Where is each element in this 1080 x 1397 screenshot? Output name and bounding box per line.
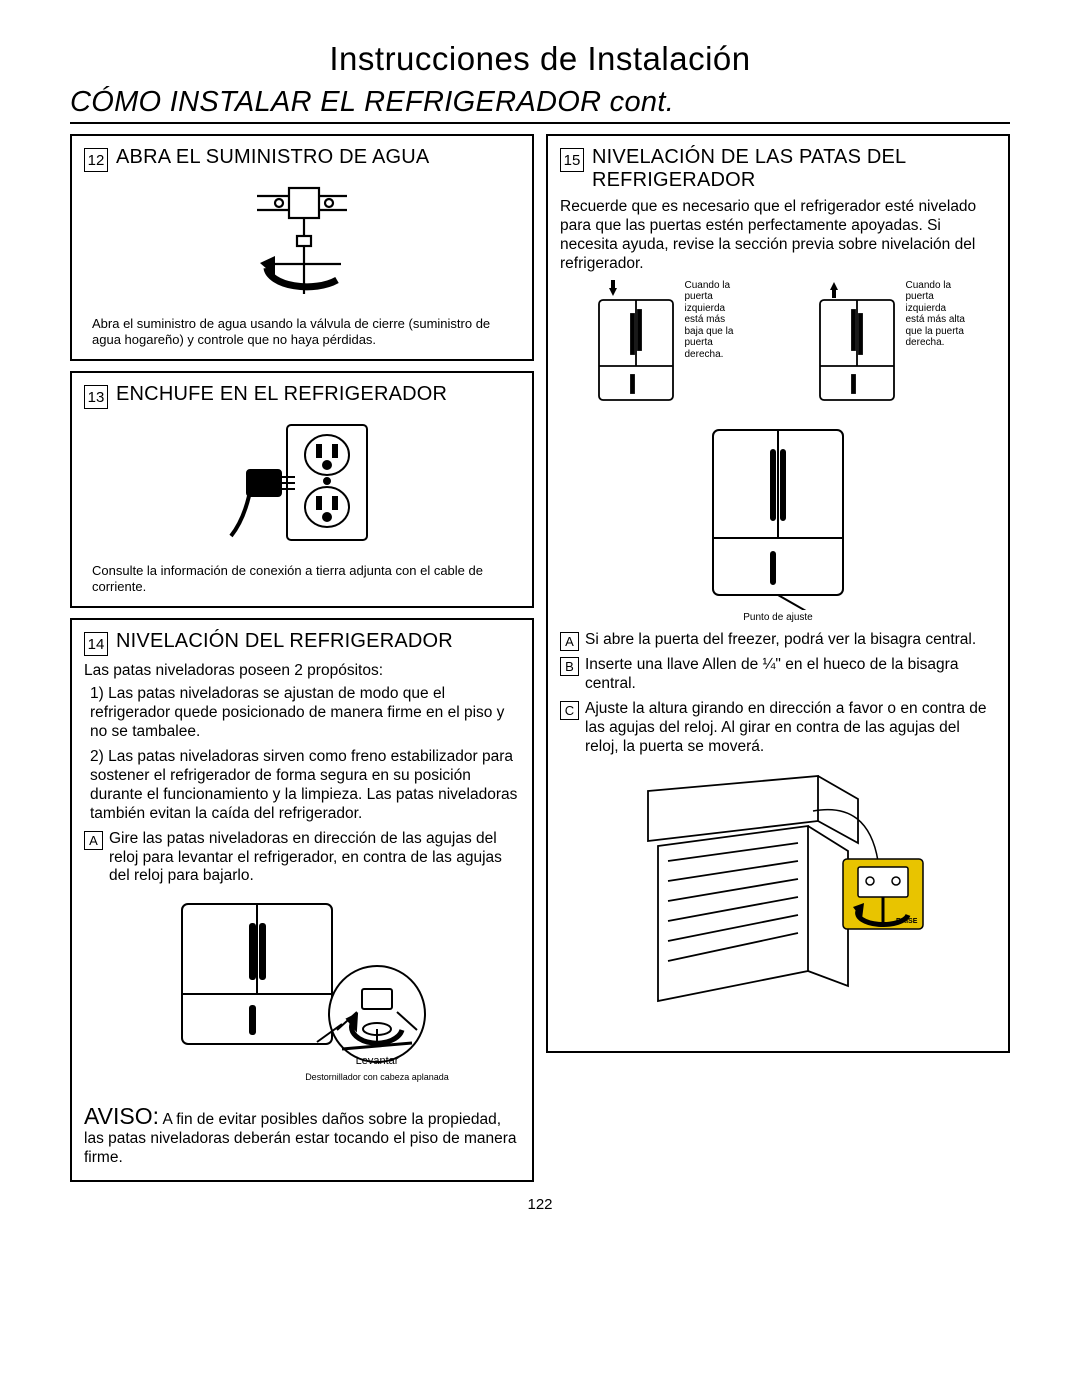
page-title: Instrucciones de Instalación <box>70 40 1010 78</box>
caption-left-high: Cuando la puerta izquierda está más alta… <box>906 280 966 349</box>
step-14-title: NIVELACIÓN DEL REFRIGERADOR <box>116 630 453 653</box>
step-14-intro: Las patas niveladoras poseen 2 propósito… <box>84 662 520 681</box>
punto-ajuste-label: Punto de ajuste <box>743 612 813 624</box>
step-14-item2: 2) Las patas niveladoras sirven como fre… <box>84 748 520 824</box>
step-12-title: ABRA EL SUMINISTRO DE AGUA <box>116 146 429 169</box>
step-15-title: NIVELACIÓN DE LAS PATAS DEL REFRIGERADOR <box>592 146 996 192</box>
step-13-number: 13 <box>84 385 108 409</box>
step-12-box: 12 ABRA EL SUMINISTRO DE AGUA <box>70 134 534 361</box>
step-13-box: 13 ENCHUFE EN EL REFRIGERADOR <box>70 371 534 608</box>
step-14-box: 14 NIVELACIÓN DEL REFRIGERADOR Las patas… <box>70 618 534 1182</box>
step-13-caption: Consulte la información de conexión a ti… <box>84 563 520 594</box>
hinge-illustration: RAISE <box>560 771 996 1031</box>
step-15-number: 15 <box>560 148 584 172</box>
step-14-number: 14 <box>84 632 108 656</box>
step-15-text-a: Si abre la puerta del freezer, podrá ver… <box>585 631 976 650</box>
step-15-text-b: Inserte una llave Allen de ¼" en el huec… <box>585 656 996 694</box>
caption-left-low: Cuando la puerta izquierda está más baja… <box>685 280 745 361</box>
step-15-intro: Recuerde que es necesario que el refrige… <box>560 198 996 274</box>
step-15-letter-b: B <box>560 657 579 676</box>
plug-illustration <box>84 415 520 555</box>
step-15-letter-a: A <box>560 632 579 651</box>
levantar-label: Levantar <box>356 1055 399 1067</box>
left-column: 12 ABRA EL SUMINISTRO DE AGUA <box>70 134 534 1182</box>
step-15-text-c: Ajuste la altura girando en dirección a … <box>585 700 996 757</box>
content-columns: 12 ABRA EL SUMINISTRO DE AGUA <box>70 134 1010 1182</box>
step-14-item1: 1) Las patas niveladoras se ajustan de m… <box>84 685 520 742</box>
valve-illustration <box>84 178 520 308</box>
raise-label: RAISE <box>896 918 918 925</box>
step-12-number: 12 <box>84 148 108 172</box>
step-12-caption: Abra el suministro de agua usando la vál… <box>84 316 520 347</box>
aviso-label: AVISO: <box>84 1103 159 1129</box>
fridge-left-high-icon <box>812 280 902 410</box>
page-number: 122 <box>70 1196 1010 1213</box>
right-column: 15 NIVELACIÓN DE LAS PATAS DEL REFRIGERA… <box>546 134 1010 1182</box>
section-title: CÓMO INSTALAR EL REFRIGERADOR cont. <box>70 86 1010 124</box>
step-14-letter-a: A <box>84 831 103 850</box>
fridge-left-low-icon <box>591 280 681 410</box>
step-14-text-a: Gire las patas niveladoras en dirección … <box>109 830 520 887</box>
fridge-adjust-illustration: Punto de ajuste <box>560 420 996 624</box>
leveling-illustration: Levantar Destornillador con cabeza aplan… <box>84 894 520 1094</box>
step-15-letter-c: C <box>560 701 579 720</box>
tool-label: Destornillador con cabeza aplanada <box>305 1072 449 1082</box>
fridge-row-top: Cuando la puerta izquierda está más baja… <box>560 280 996 410</box>
step-13-title: ENCHUFE EN EL REFRIGERADOR <box>116 383 447 406</box>
step-15-box: 15 NIVELACIÓN DE LAS PATAS DEL REFRIGERA… <box>546 134 1010 1053</box>
